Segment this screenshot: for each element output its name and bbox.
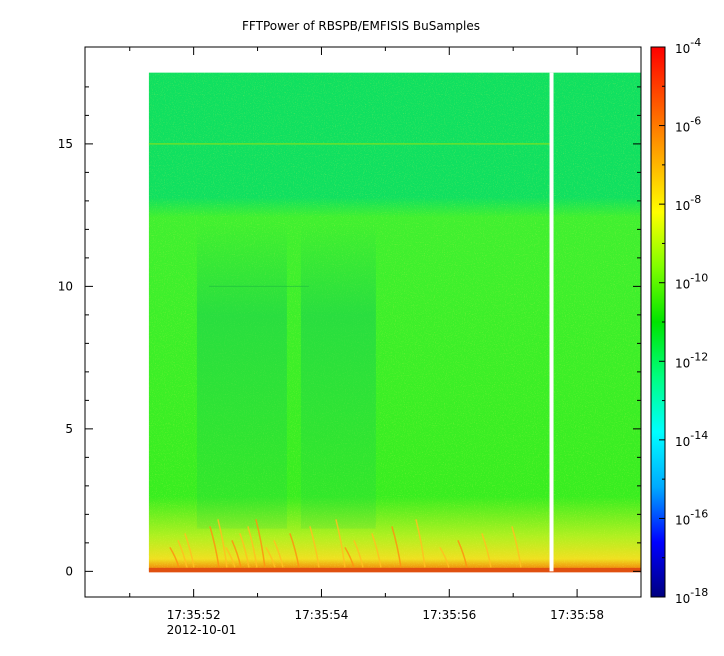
chorus-element bbox=[439, 546, 450, 568]
chorus-element bbox=[457, 540, 468, 568]
chorus-element bbox=[289, 533, 300, 568]
plot-area bbox=[148, 72, 641, 573]
y-axis: 0 5 10 15 bbox=[58, 86, 641, 578]
x-tick-label: 17:35:52 bbox=[167, 608, 221, 622]
low-frequency-strip bbox=[148, 567, 641, 573]
y-tick-label: 5 bbox=[65, 422, 73, 436]
colorbar-tick-label: 10-8 bbox=[675, 193, 701, 213]
x-tick-label: 17:35:54 bbox=[295, 608, 349, 622]
plot-frame bbox=[84, 46, 642, 598]
chorus-element bbox=[225, 546, 236, 568]
chorus-element bbox=[344, 546, 355, 568]
chorus-element bbox=[309, 526, 320, 568]
chorus-element bbox=[415, 519, 426, 568]
chorus-element bbox=[511, 526, 522, 568]
chorus-element bbox=[217, 519, 228, 568]
colorbar-tick-label: 10-16 bbox=[675, 507, 708, 527]
spectrogram-quiet-region bbox=[196, 223, 287, 529]
colorbar-tick-label: 10-4 bbox=[675, 36, 701, 56]
colorbar-tick-label: 10-6 bbox=[675, 115, 701, 135]
chorus-element bbox=[177, 540, 188, 568]
colorbar-tick-label: 10-18 bbox=[675, 586, 708, 606]
y-tick-label: 0 bbox=[65, 564, 73, 578]
chorus-element bbox=[184, 533, 195, 568]
chorus-element bbox=[247, 526, 258, 568]
chorus-element bbox=[255, 519, 266, 568]
chorus-element bbox=[209, 526, 220, 568]
chorus-element bbox=[273, 540, 284, 568]
chorus-element bbox=[335, 519, 346, 568]
x-tick-label: 17:35:56 bbox=[422, 608, 476, 622]
y-tick-label: 15 bbox=[58, 137, 73, 151]
y-tick-label: 10 bbox=[58, 279, 73, 293]
spectrogram-quiet-region bbox=[300, 223, 376, 529]
chorus-element bbox=[353, 540, 364, 568]
colorbar-tick-label: 10-10 bbox=[675, 272, 708, 292]
chorus-element bbox=[481, 533, 492, 568]
colorbar-tick-label: 10-14 bbox=[675, 429, 708, 449]
x-tick-date: 2012-10-01 bbox=[167, 623, 237, 637]
data-gap bbox=[549, 72, 554, 572]
chorus-element bbox=[391, 526, 402, 568]
chart-title: FFTPower of RBSPB/EMFISIS BuSamples bbox=[242, 19, 480, 33]
colorbar-tick-label: 10-12 bbox=[675, 350, 708, 370]
chorus-element bbox=[231, 540, 242, 568]
chorus-element bbox=[169, 546, 180, 568]
chorus-element bbox=[265, 546, 276, 568]
chorus-element bbox=[239, 533, 250, 568]
x-tick-label: 17:35:58 bbox=[550, 608, 604, 622]
chorus-element bbox=[371, 533, 382, 568]
colorbar: 10-4 10-6 10-8 10-10 10-12 10-14 10-16 10-18 bbox=[650, 36, 708, 606]
